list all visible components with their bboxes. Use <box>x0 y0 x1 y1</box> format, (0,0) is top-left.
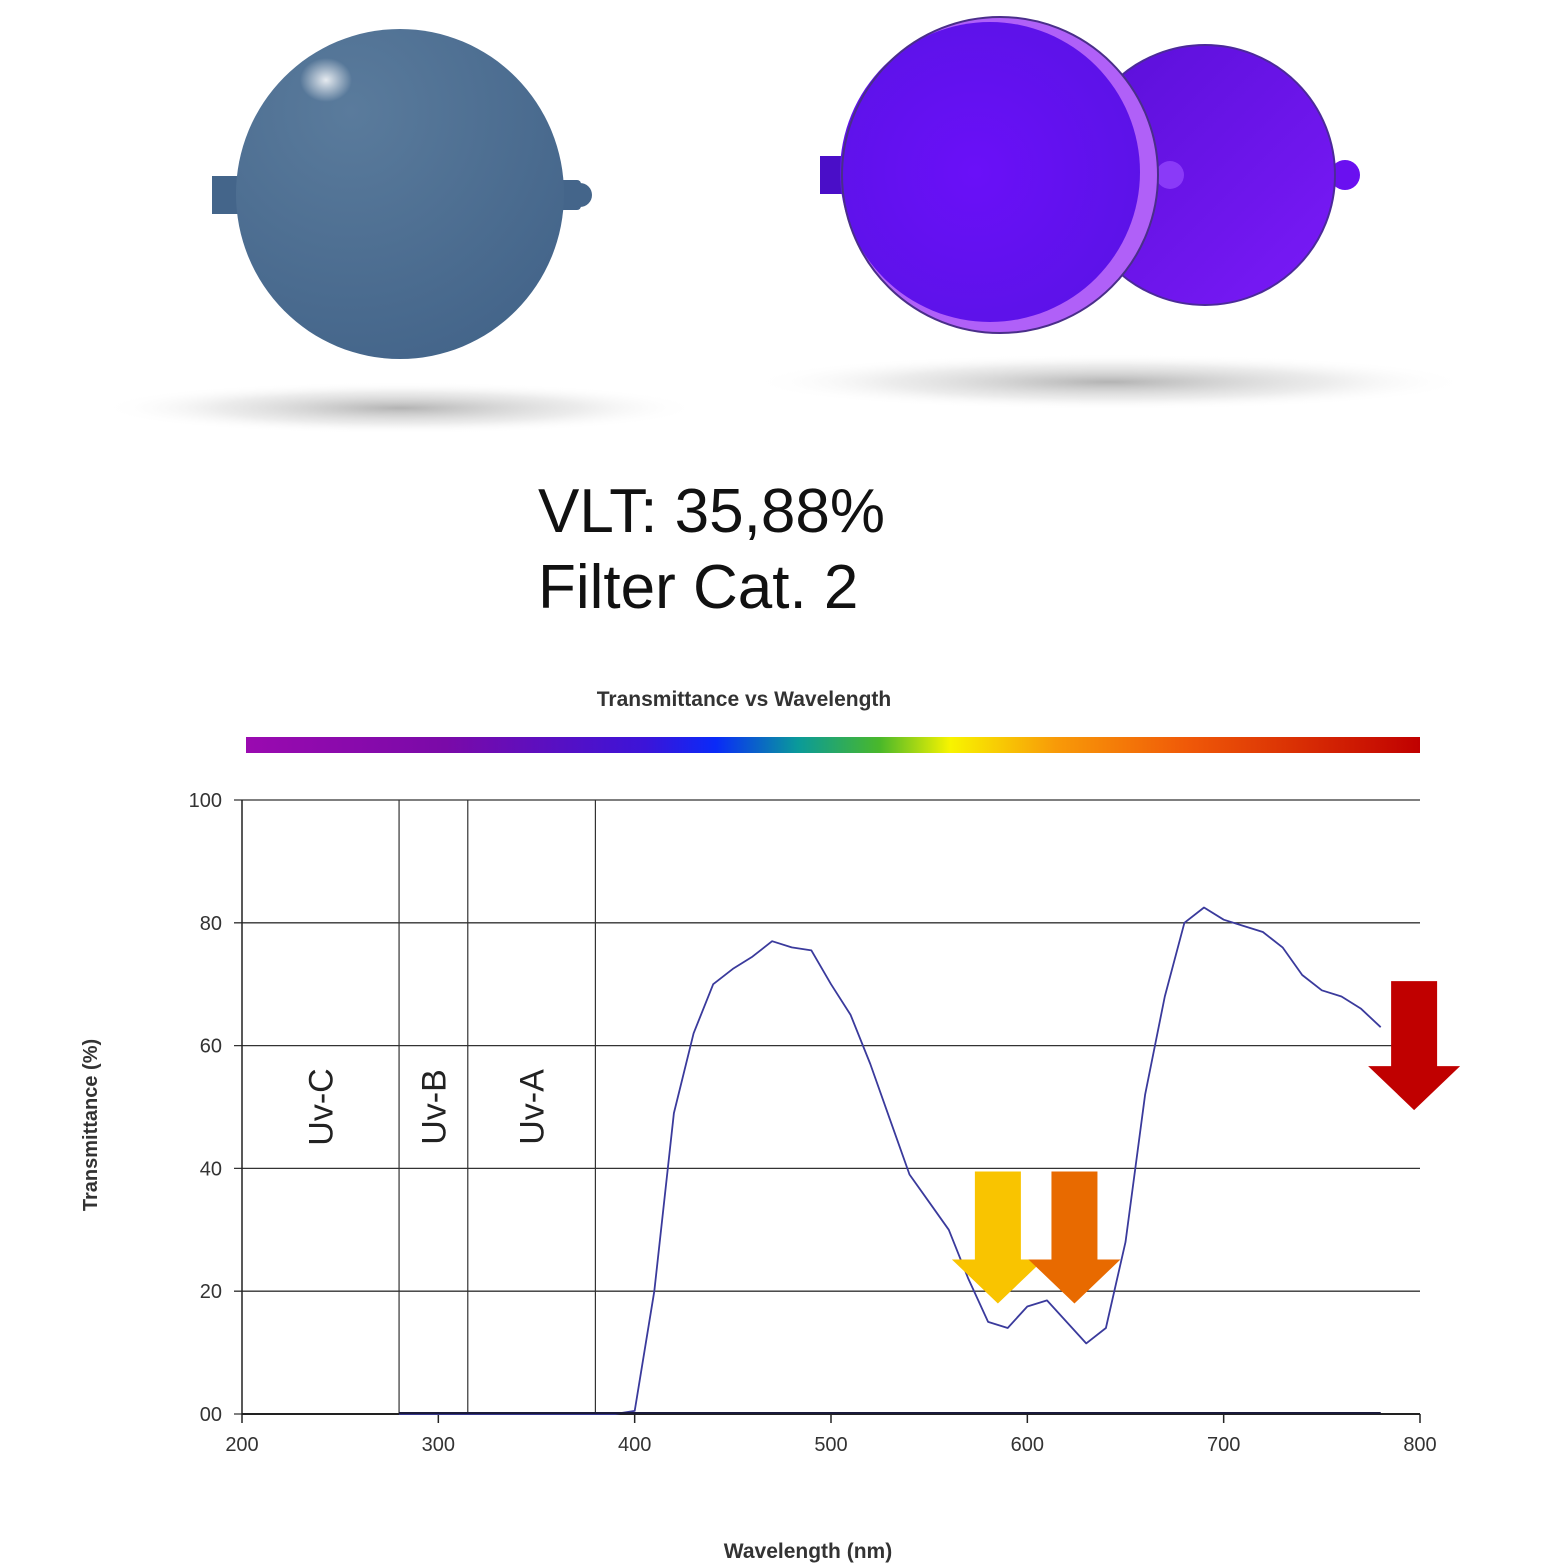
x-tick-label: 300 <box>422 1434 455 1456</box>
y-tick-label: 100 <box>189 790 222 812</box>
arrow-down-icon <box>1028 1171 1121 1304</box>
spectrum-bar <box>246 737 1420 753</box>
x-tick-label: 800 <box>1403 1434 1436 1456</box>
x-axis-label: Wavelength (nm) <box>724 1540 892 1563</box>
x-tick-label: 500 <box>814 1434 847 1456</box>
tick-labels: 00 20 40 60 80 100 200 300 400 500 600 700 800 <box>189 790 1437 1456</box>
grid <box>234 799 1420 1415</box>
y-tick-label: 80 <box>200 913 222 935</box>
y-tick-label: 20 <box>200 1281 222 1303</box>
series <box>399 906 1382 1415</box>
y-tick-label: 00 <box>200 1404 222 1426</box>
x-tick-label: 400 <box>618 1434 651 1456</box>
vlt-value: VLT: 35,88% <box>538 477 885 546</box>
transmittance-chart: Transmittance vs Wavelength Uv-C Uv-B Uv-A… <box>80 688 1461 1563</box>
annotation-arrows <box>951 981 1461 1304</box>
band-label: Uv-B <box>415 1069 453 1145</box>
lens-left-shadow <box>100 382 700 434</box>
lens-illustrations <box>100 16 1470 434</box>
x-tick-label: 700 <box>1207 1434 1240 1456</box>
filter-category: Filter Cat. 2 <box>538 553 859 622</box>
y-tick-label: 40 <box>200 1158 222 1180</box>
chart-title: Transmittance vs Wavelength <box>597 688 891 711</box>
lens-info: VLT: 35,88% Filter Cat. 2 <box>538 474 885 626</box>
band-label: Uv-A <box>514 1069 552 1145</box>
arrow-down-icon <box>1368 981 1461 1111</box>
y-tick-label: 60 <box>200 1036 222 1058</box>
arrow-down-icon <box>951 1171 1044 1304</box>
uv-bands: Uv-C Uv-B Uv-A <box>303 800 597 1414</box>
x-tick-label: 600 <box>1011 1434 1044 1456</box>
transmittance-curve <box>399 906 1382 1415</box>
band-label: Uv-C <box>303 1068 341 1145</box>
lens-right-shadow <box>750 354 1470 410</box>
x-tick-label: 200 <box>225 1434 258 1456</box>
lens-pair-icon <box>820 16 1360 334</box>
y-axis-label: Transmittance (%) <box>80 1039 102 1211</box>
lens-flat-icon <box>212 29 592 359</box>
